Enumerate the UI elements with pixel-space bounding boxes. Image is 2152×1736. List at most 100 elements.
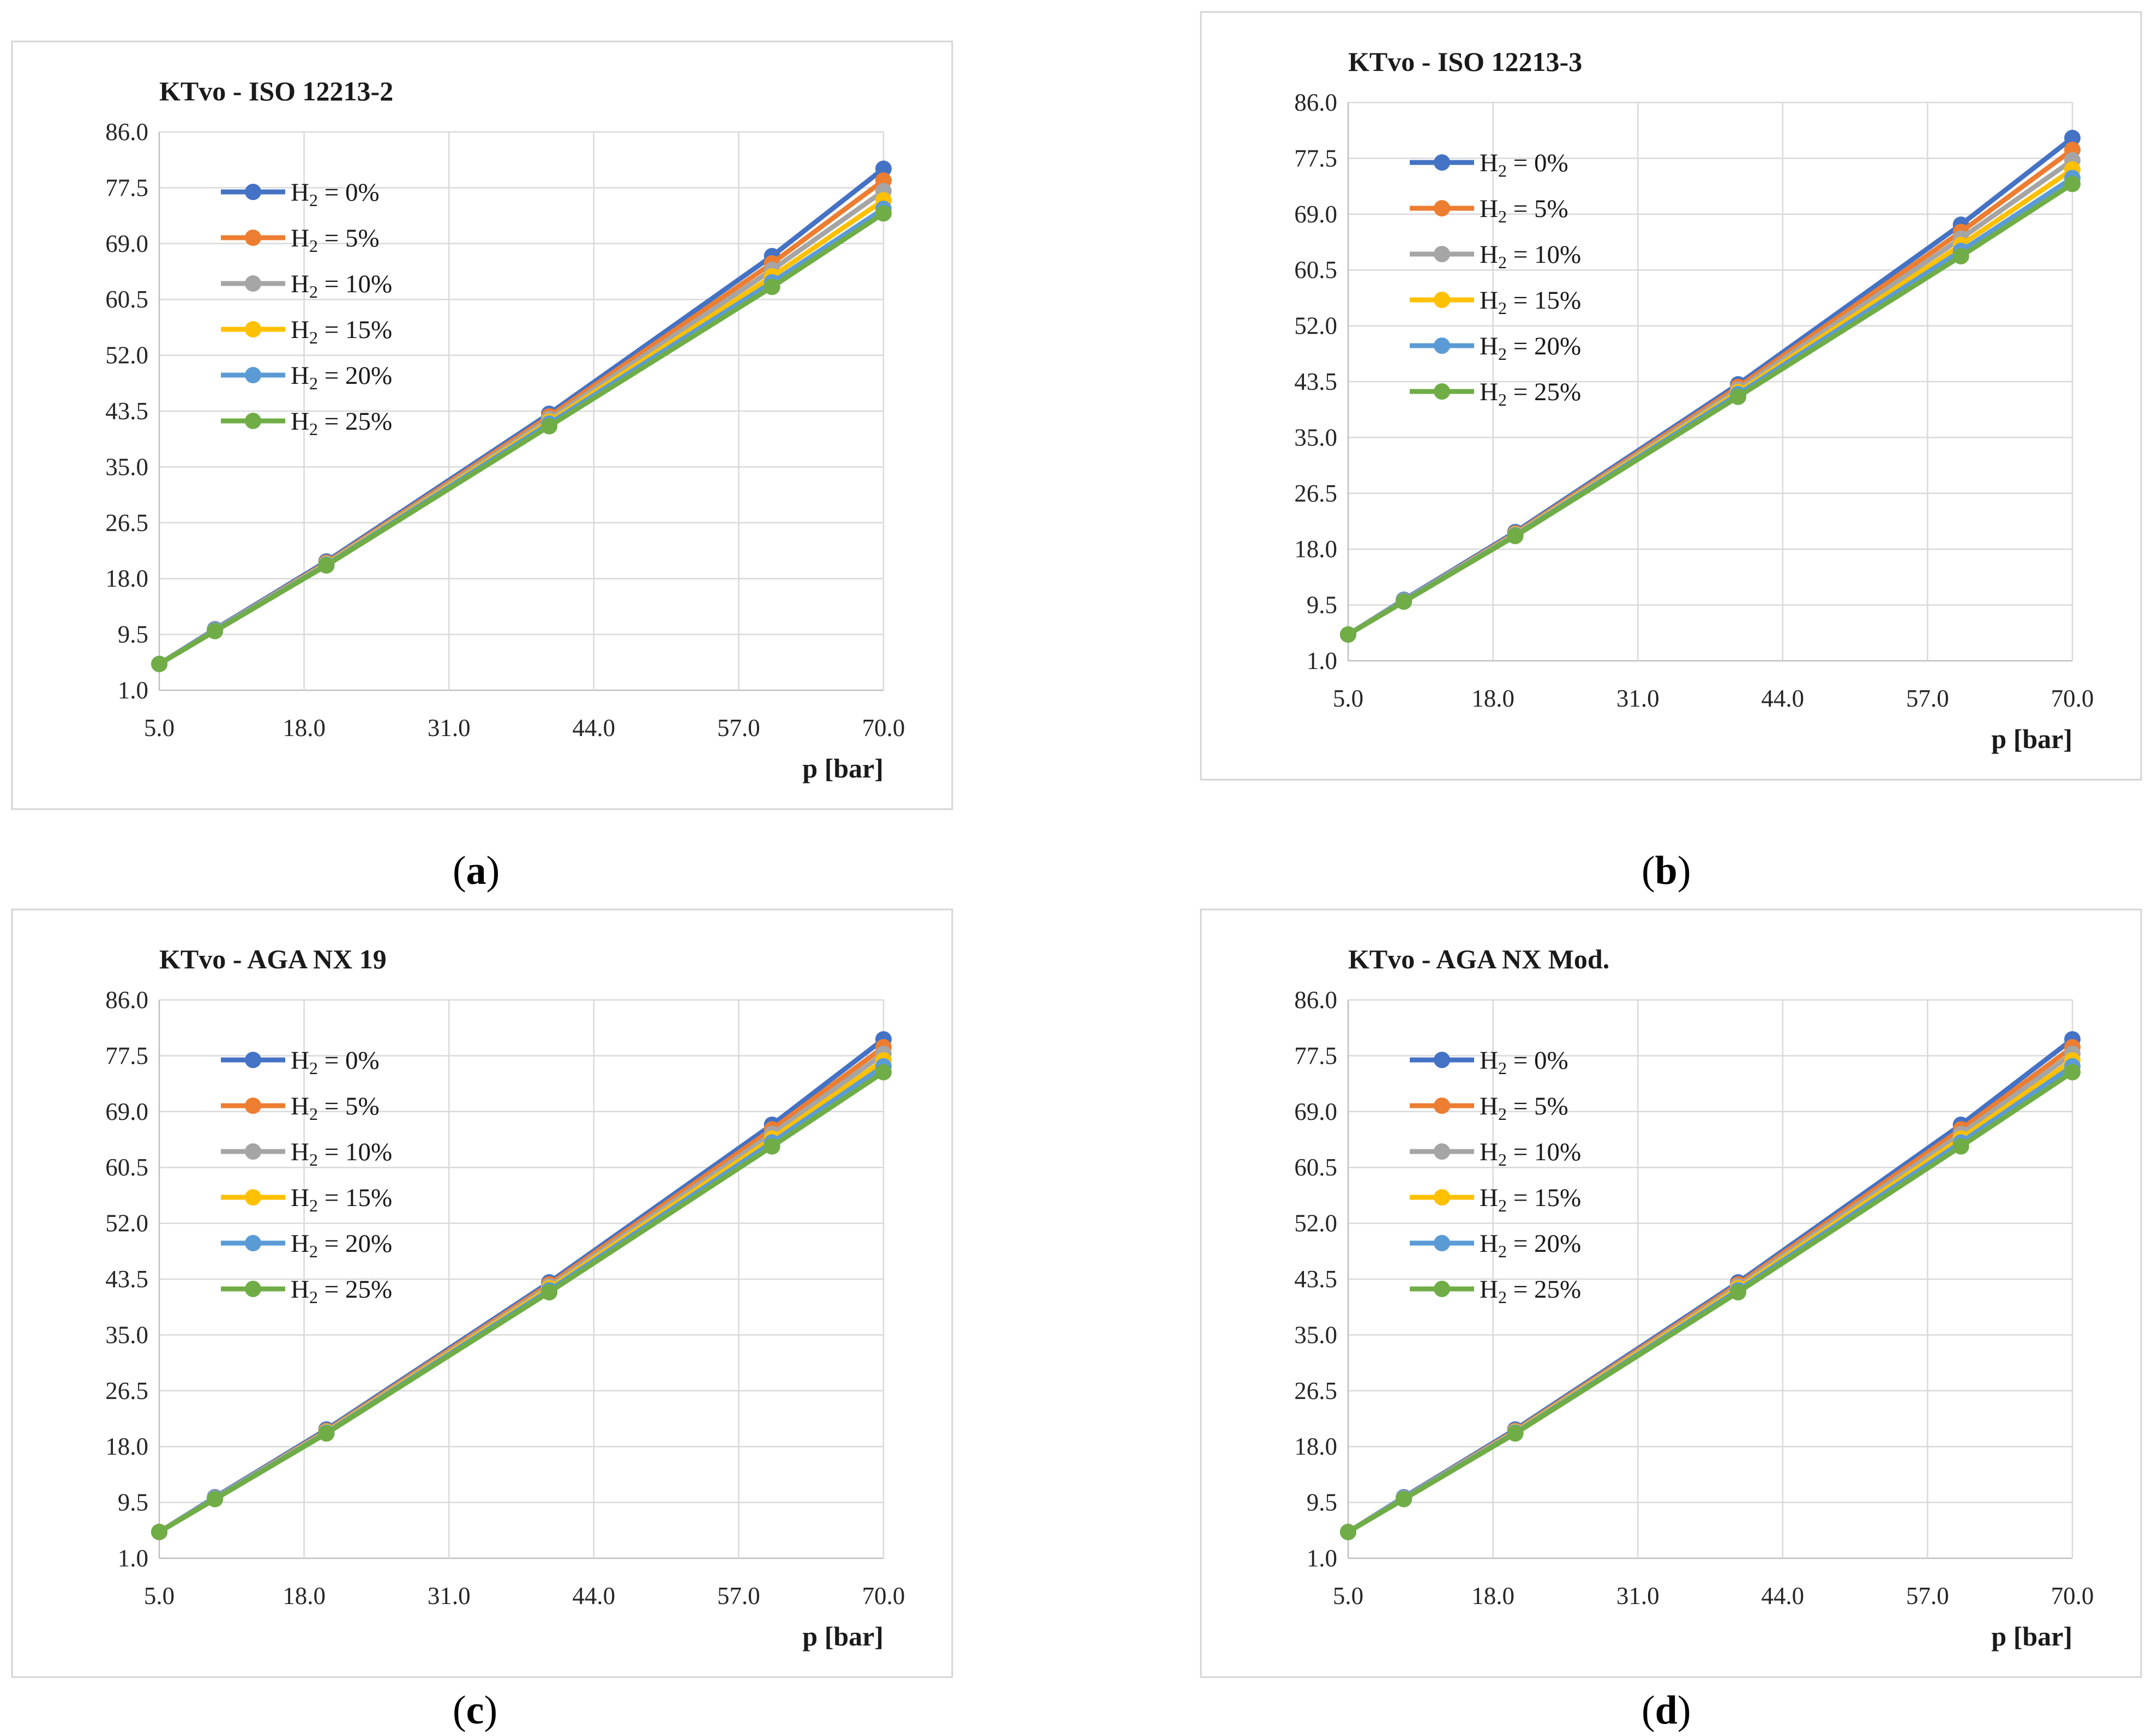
chart-a-legend-label: H2 = 15% [291, 316, 392, 347]
chart-c-xtick-label: 18.0 [282, 1582, 326, 1610]
chart-c-legend-label: H2 = 5% [291, 1092, 380, 1124]
chart-d-ytick-label: 52.0 [1294, 1210, 1337, 1237]
chart-c-data-point [764, 1138, 780, 1155]
chart-d-ytick-label: 86.0 [1294, 986, 1337, 1014]
chart-d-ytick-label: 26.5 [1294, 1377, 1337, 1405]
chart-a-legend-label: H2 = 25% [291, 407, 392, 439]
chart-a-ytick-label: 26.5 [105, 509, 148, 537]
chart-d-xtick-label: 44.0 [1761, 1582, 1804, 1610]
chart-d-legend-marker [1434, 1143, 1450, 1160]
chart-a-x-axis-title: p [bar] [802, 753, 883, 783]
caption-c: (c) [453, 1687, 497, 1734]
chart-d-ytick-label: 77.5 [1294, 1042, 1337, 1069]
chart-b-ytick-label: 18.0 [1294, 535, 1337, 563]
chart-d-svg: KTvo - AGA NX Mod. 1.0 9.5 18.0 26.5 35.0 43.5… [1200, 908, 2142, 1678]
chart-c-xtick-label: 57.0 [717, 1582, 760, 1610]
chart-c-ytick-label: 69.0 [105, 1098, 148, 1125]
chart-b-svg: KTvo - ISO 12213-3 1.0 9.5 18.0 26.5 35.0 43.5… [1200, 11, 2142, 781]
chart-a-ytick-label: 18.0 [105, 565, 148, 592]
chart-b-x-axis-title: p [bar] [1991, 724, 2072, 754]
chart-d-data-point [1952, 1138, 1969, 1155]
chart-a-data-point [207, 623, 224, 640]
chart-d-legend-label: H2 = 15% [1480, 1184, 1581, 1215]
chart-b-ytick-label: 43.5 [1294, 368, 1337, 395]
chart-b-ytick-label: 26.5 [1294, 480, 1337, 507]
chart-c-legend-label: H2 = 25% [291, 1275, 392, 1307]
chart-d-legend-marker [1434, 1281, 1450, 1297]
chart-b-legend-label: H2 = 5% [1480, 195, 1568, 226]
chart-c-data-point [207, 1491, 224, 1508]
chart-b-legend-label: H2 = 25% [1480, 378, 1581, 409]
chart-c-legend-marker [245, 1281, 261, 1297]
chart-a-ytick-label: 43.5 [105, 397, 148, 425]
chart-d-legend-marker [1434, 1235, 1450, 1251]
caption-a-letter: a [466, 848, 486, 893]
caption-a-open: ( [453, 848, 466, 893]
chart-c-ytick-label: 43.5 [105, 1265, 148, 1293]
chart-c-ytick-label: 18.0 [105, 1433, 148, 1460]
caption-d-open: ( [1642, 1688, 1655, 1733]
chart-c-legend-marker [245, 1143, 261, 1160]
chart-d-data-point [1507, 1425, 1524, 1442]
chart-b-data-point [2064, 176, 2081, 192]
chart-b-data-point [1952, 248, 1969, 264]
chart-d-ytick-label: 43.5 [1294, 1265, 1337, 1293]
chart-c-svg: KTvo - AGA NX 19 1.0 9.5 18.0 26.5 35.0 43.5 52… [11, 908, 953, 1678]
chart-a-legend-label: H2 = 20% [291, 361, 392, 393]
chart-b-data-point [1730, 388, 1747, 405]
chart-d-x-axis-title: p [bar] [1991, 1621, 2072, 1651]
chart-d-frame [1200, 908, 2142, 1678]
chart-d-title: KTvo - AGA NX Mod. [1348, 944, 1609, 974]
chart-b-ytick-label: 35.0 [1294, 424, 1337, 451]
chart-c-ytick-label: 26.5 [105, 1377, 148, 1405]
chart-c-xtick-label: 5.0 [144, 1582, 175, 1610]
chart-panel-a: KTvo - ISO 12213-2 1.0 9.5 18.0 26.5 35.0 43.5… [11, 40, 953, 810]
chart-c-xtick-label: 44.0 [572, 1582, 615, 1610]
chart-d-ytick-label: 60.5 [1294, 1154, 1337, 1181]
caption-a: (a) [453, 848, 500, 894]
chart-a-frame [11, 40, 953, 810]
chart-a-data-point [764, 279, 780, 296]
chart-a-ytick-label: 52.0 [105, 342, 148, 369]
chart-a-legend-marker [245, 230, 261, 246]
chart-c-ytick-label: 86.0 [105, 986, 148, 1014]
chart-a-ytick-label: 77.5 [105, 174, 148, 201]
chart-a-data-point [541, 418, 558, 435]
caption-b-open: ( [1642, 848, 1655, 893]
chart-b-data-point [2064, 130, 2081, 147]
chart-d-legend-label: H2 = 0% [1480, 1046, 1568, 1078]
chart-b-frame [1200, 11, 2142, 781]
chart-c-ytick-label: 60.5 [105, 1154, 148, 1181]
chart-a-legend-label: H2 = 5% [291, 224, 380, 256]
chart-b-data-point [1340, 626, 1356, 643]
chart-d-xtick-label: 5.0 [1333, 1582, 1363, 1610]
chart-c-frame [11, 908, 953, 1678]
caption-b-close: ) [1677, 848, 1691, 893]
chart-b-xtick-label: 70.0 [2051, 685, 2094, 712]
chart-a-legend-label: H2 = 0% [291, 178, 380, 210]
chart-a-svg: KTvo - ISO 12213-2 1.0 9.5 18.0 26.5 35.0 43.5… [11, 40, 953, 810]
chart-b-legend-marker [1434, 383, 1450, 400]
caption-b-letter: b [1655, 848, 1678, 893]
caption-b: (b) [1642, 848, 1691, 894]
chart-panel-b: KTvo - ISO 12213-3 1.0 9.5 18.0 26.5 35.0 43.5… [1200, 11, 2142, 781]
chart-c-legend-marker [245, 1098, 261, 1114]
chart-a-xtick-label: 70.0 [862, 714, 905, 742]
chart-a-ytick-label: 35.0 [105, 453, 148, 480]
chart-c-ytick-label: 77.5 [105, 1042, 148, 1069]
chart-d-data-point [1730, 1284, 1747, 1301]
chart-c-xtick-label: 70.0 [862, 1582, 905, 1610]
caption-d: (d) [1642, 1687, 1691, 1734]
chart-a-data-point [875, 205, 892, 222]
chart-d-data-point [1340, 1523, 1356, 1540]
chart-c-data-point [875, 1064, 892, 1081]
chart-d-legend-marker [1434, 1052, 1450, 1068]
chart-b-data-point [1396, 593, 1412, 610]
chart-c-legend-marker [245, 1052, 261, 1068]
chart-c-legend-label: H2 = 0% [291, 1046, 380, 1078]
chart-a-ytick-label: 9.5 [118, 621, 148, 648]
caption-d-close: ) [1677, 1688, 1691, 1733]
chart-a-data-point [151, 655, 167, 672]
chart-c-title: KTvo - AGA NX 19 [159, 944, 387, 974]
chart-b-ytick-label: 60.5 [1294, 256, 1337, 284]
